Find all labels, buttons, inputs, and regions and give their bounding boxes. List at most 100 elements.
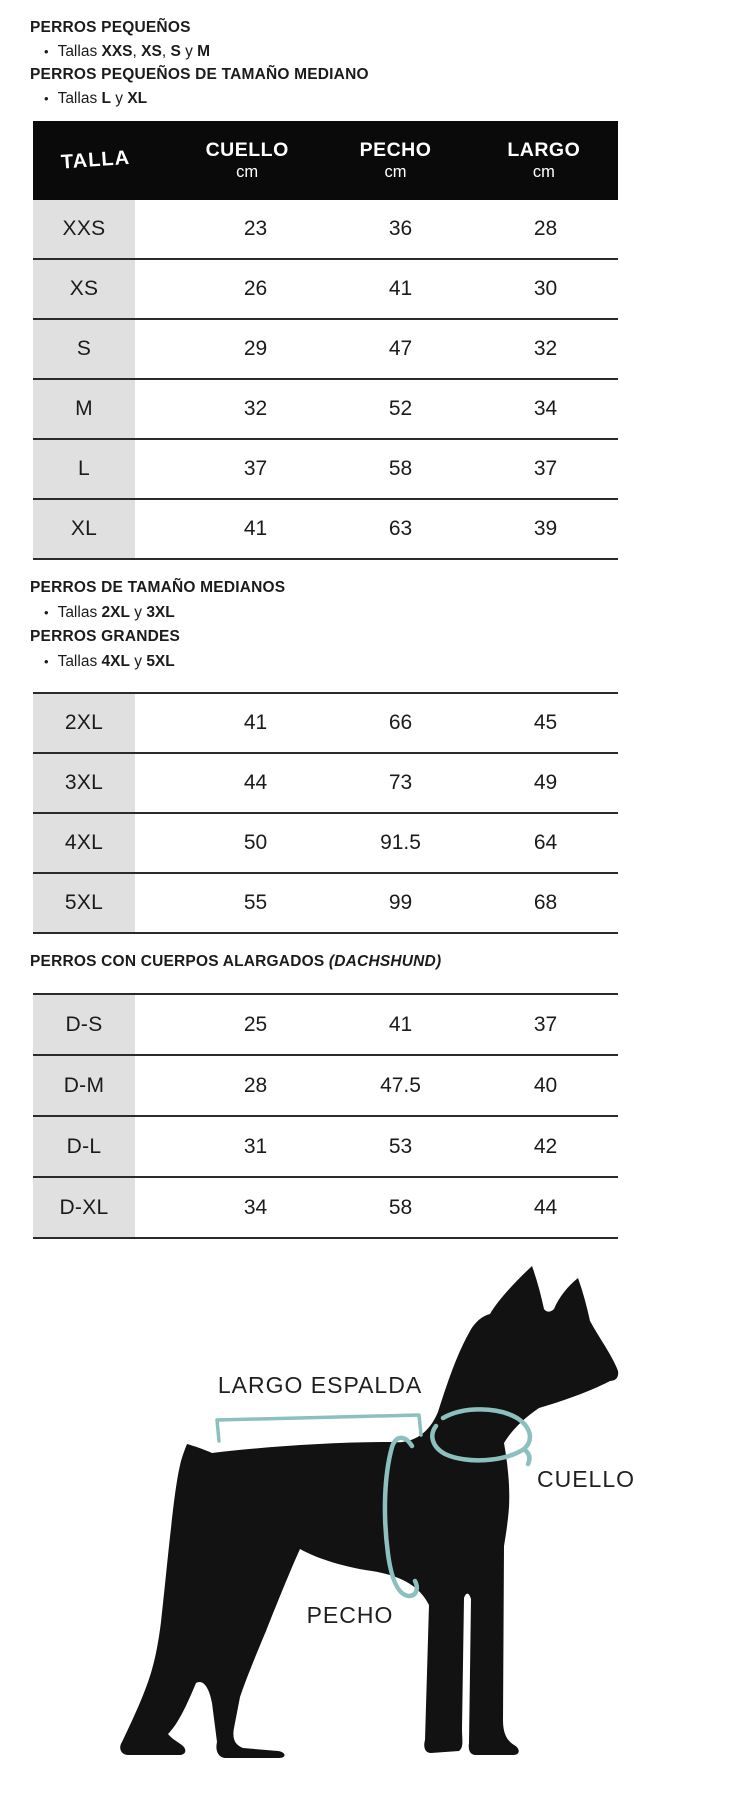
neck-measure-end [521,1446,532,1467]
table-row: 2XL 41 66 45 [33,694,618,754]
section-bullet: • Tallas 2XL y 3XL [30,601,285,626]
size-cell: 5XL [33,874,135,932]
value-cell: 29 [243,337,268,360]
value-cell: 28 [533,217,558,240]
value-cell: 26 [243,277,268,300]
value-cell: 45 [533,711,558,734]
dachshund-text-block: PERROS CON CUERPOS ALARGADOS (DACHSHUND) [30,950,441,974]
bullet-icon: • [44,43,49,59]
dog-measurement-figure [120,1266,619,1758]
size-cell: XS [33,260,135,318]
size-cell: XL [33,500,135,558]
size-cell: D-XL [33,1178,135,1237]
table-row: D-L 31 53 42 [33,1117,618,1178]
value-cell: 32 [243,397,268,420]
size-table-dachshund: D-S 25 41 37 D-M 28 47.5 40 D-L 31 53 42 D-XL 34 58 44 [33,993,618,1239]
value-cell: 49 [533,771,558,794]
value-cell: 42 [533,1134,558,1158]
value-cell: 66 [388,711,413,734]
medium-large-text-block: PERROS DE TAMAÑO MEDIANOS • Tallas 2XL y 3… [30,576,285,674]
section-bullet: • Tallas L y XL [30,87,369,111]
value-cell: 28 [243,1073,268,1097]
value-cell: 99 [388,891,413,914]
table-row: XS 26 41 30 [33,260,618,320]
table-row: D-S 25 41 37 [33,995,618,1056]
bullet-icon: • [44,604,49,620]
value-cell: 50 [243,831,268,854]
back-length-bracket [215,1413,423,1443]
table-row: S 29 47 32 [33,320,618,380]
bullet-icon: • [44,653,49,669]
value-cell: 52 [388,397,413,420]
chest-measure-line [382,1435,419,1599]
size-table-small-dogs: TALLA CUELLO cm PECHO cm LARGO cm XXS 23 36 28 XS… [33,121,618,560]
table-row: D-XL 34 58 44 [33,1178,618,1239]
back-length-label: LARGO ESPALDA [217,1372,423,1398]
header-column: PECHO cm [359,139,432,181]
value-cell: 47 [388,337,413,360]
value-cell: 31 [243,1134,268,1158]
section-heading: PERROS PEQUEÑOS [30,19,191,36]
value-cell: 63 [388,517,413,540]
section-heading: PERROS CON CUERPOS ALARGADOS (DACHSHUND) [30,953,442,970]
value-cell: 41 [243,711,268,734]
value-cell: 64 [533,831,558,854]
table-row: 4XL 50 91.5 64 [33,814,618,874]
value-cell: 41 [388,277,413,300]
size-table-medium-large: 2XL 41 66 45 3XL 44 73 49 4XL 50 91.5 64 5XL 55 99 68 [33,692,618,934]
table-row: L 37 58 37 [33,440,618,500]
value-cell: 34 [533,397,558,420]
section-bullet: • Tallas 4XL y 5XL [30,650,285,675]
value-cell: 40 [533,1073,558,1097]
value-cell: 55 [243,891,268,914]
bullet-icon: • [44,90,49,106]
size-cell: D-S [33,995,135,1054]
size-table-header: TALLA CUELLO cm PECHO cm LARGO cm [33,121,618,200]
value-cell: 25 [243,1012,268,1036]
size-cell: L [33,440,135,498]
header-measure-columns: CUELLO cm PECHO cm LARGO cm [163,121,618,200]
size-cell: D-L [33,1117,135,1176]
size-cell: 2XL [33,694,135,752]
value-cell: 37 [533,1012,558,1036]
table-row: 3XL 44 73 49 [33,754,618,814]
size-table-body: XXS 23 36 28 XS 26 41 30 S 29 47 32 M 32 52 34 L 37 58 37 XL… [33,200,618,560]
size-cell: D-M [33,1056,135,1115]
value-cell: 36 [388,217,413,240]
value-cell: 91.5 [380,831,421,854]
value-cell: 32 [533,337,558,360]
value-cell: 30 [533,277,558,300]
table-row: D-M 28 47.5 40 [33,1056,618,1117]
value-cell: 68 [533,891,558,914]
value-cell: 44 [533,1195,558,1219]
value-cell: 44 [243,771,268,794]
size-cell: XXS [33,200,135,258]
header-column: CUELLO cm [205,139,289,181]
intro-text-block: PERROS PEQUEÑOS • Tallas XXS, XS, S y M PER… [30,16,369,110]
table-row: M 32 52 34 [33,380,618,440]
value-cell: 34 [243,1195,268,1219]
chest-label: PECHO [306,1602,394,1628]
section-heading: PERROS GRANDES [30,628,181,645]
size-cell: S [33,320,135,378]
value-cell: 39 [533,517,558,540]
header-talla: TALLA [60,146,131,174]
header-column: LARGO cm [507,139,581,181]
size-table-body: 2XL 41 66 45 3XL 44 73 49 4XL 50 91.5 64 5XL 55 99 68 [33,694,618,934]
value-cell: 58 [388,1195,413,1219]
value-cell: 58 [388,457,413,480]
size-table-body: D-S 25 41 37 D-M 28 47.5 40 D-L 31 53 42 D-XL 34 58 44 [33,995,618,1239]
value-cell: 37 [533,457,558,480]
table-row: XXS 23 36 28 [33,200,618,260]
section-heading: PERROS PEQUEÑOS DE TAMAÑO MEDIANO [30,66,369,83]
value-cell: 37 [243,457,268,480]
value-cell: 73 [388,771,413,794]
size-cell: M [33,380,135,438]
value-cell: 41 [243,517,268,540]
value-cell: 41 [388,1012,413,1036]
table-row: 5XL 55 99 68 [33,874,618,934]
measurement-diagram: LARGO ESPALDA CUELLO PECHO [0,1250,750,1800]
size-cell: 4XL [33,814,135,872]
size-cell: 3XL [33,754,135,812]
